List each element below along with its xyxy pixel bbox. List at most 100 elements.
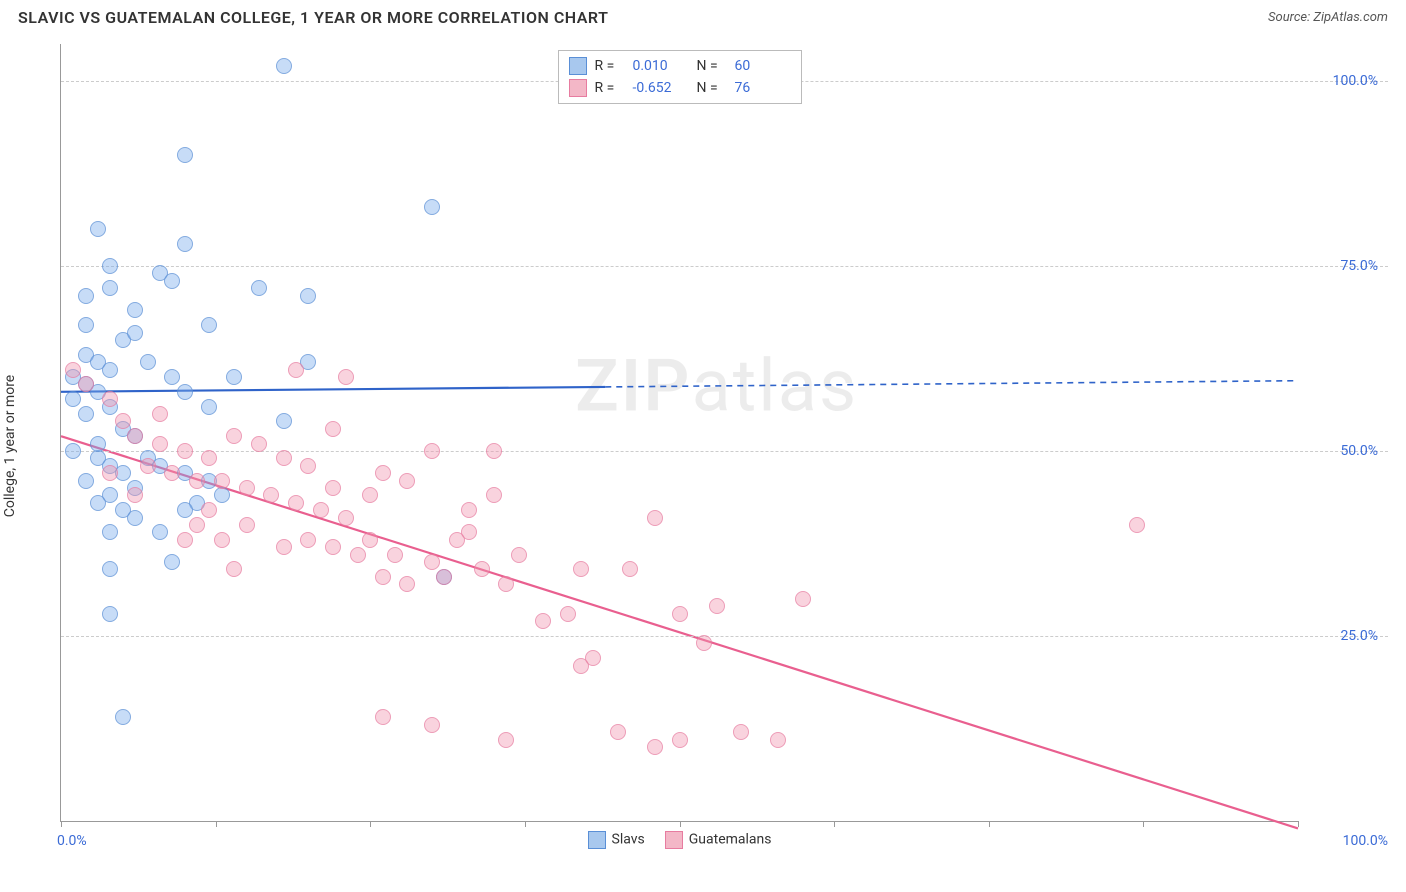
legend-correlation: R =0.010N =60R =-0.652N =76 <box>558 50 802 104</box>
data-point <box>127 510 143 526</box>
data-point <box>375 709 391 725</box>
data-point <box>102 606 118 622</box>
data-point <box>102 524 118 540</box>
legend-series: Slavs Guatemalans <box>588 831 772 849</box>
data-point <box>177 384 193 400</box>
data-point <box>573 658 589 674</box>
legend-n-value: 60 <box>735 58 791 74</box>
data-point <box>152 436 168 452</box>
legend-swatch <box>588 831 606 849</box>
y-tick-label: 100.0% <box>1333 73 1378 89</box>
data-point <box>78 376 94 392</box>
data-point <box>65 362 81 378</box>
y-axis-label: College, 1 year or more <box>2 375 18 517</box>
data-point <box>140 458 156 474</box>
data-point <box>424 199 440 215</box>
data-point <box>300 288 316 304</box>
legend-swatch <box>569 57 587 75</box>
chart-area: College, 1 year or more ZIPatlas R =0.01… <box>18 40 1388 852</box>
data-point <box>140 354 156 370</box>
data-point <box>486 487 502 503</box>
x-tick <box>216 821 217 827</box>
data-point <box>288 362 304 378</box>
legend-label: Guatemalans <box>689 832 772 848</box>
y-tick-label: 25.0% <box>1340 628 1378 644</box>
data-point <box>152 524 168 540</box>
x-tick <box>61 821 62 827</box>
data-point <box>152 406 168 422</box>
data-point <box>251 436 267 452</box>
data-point <box>226 561 242 577</box>
data-point <box>201 399 217 415</box>
data-point <box>226 428 242 444</box>
data-point <box>239 517 255 533</box>
data-point <box>164 369 180 385</box>
data-point <box>115 709 131 725</box>
data-point <box>424 717 440 733</box>
x-tick <box>525 821 526 827</box>
data-point <box>535 613 551 629</box>
data-point <box>251 280 267 296</box>
data-point <box>362 532 378 548</box>
data-point <box>300 458 316 474</box>
data-point <box>201 450 217 466</box>
data-point <box>127 325 143 341</box>
data-point <box>127 487 143 503</box>
y-tick-label: 75.0% <box>1340 258 1378 274</box>
x-tick <box>680 821 681 827</box>
data-point <box>511 547 527 563</box>
watermark: ZIPatlas <box>575 343 858 428</box>
data-point <box>436 569 452 585</box>
data-point <box>276 58 292 74</box>
x-tick <box>1298 821 1299 827</box>
data-point <box>486 443 502 459</box>
legend-item: Slavs <box>588 831 645 849</box>
data-point <box>65 391 81 407</box>
data-point <box>90 436 106 452</box>
data-point <box>300 532 316 548</box>
data-point <box>102 465 118 481</box>
data-point <box>115 413 131 429</box>
data-point <box>201 502 217 518</box>
legend-row: R = 0.010 N = 60 <box>569 55 791 77</box>
data-point <box>226 369 242 385</box>
data-point <box>276 450 292 466</box>
x-max-label: 100.0% <box>1343 833 1388 849</box>
legend-n-label: N = <box>697 58 727 74</box>
legend-r-label: R = <box>595 80 625 96</box>
grid-line <box>61 636 1388 637</box>
data-point <box>164 273 180 289</box>
data-point <box>696 635 712 651</box>
data-point <box>770 732 786 748</box>
data-point <box>288 495 304 511</box>
data-point <box>375 569 391 585</box>
data-point <box>350 547 366 563</box>
data-point <box>338 510 354 526</box>
data-point <box>622 561 638 577</box>
grid-line <box>61 266 1388 267</box>
data-point <box>325 480 341 496</box>
x-min-label: 0.0% <box>57 833 87 849</box>
legend-r-value: 0.010 <box>633 58 689 74</box>
chart-title: SLAVIC VS GUATEMALAN COLLEGE, 1 YEAR OR … <box>18 8 608 27</box>
data-point <box>177 147 193 163</box>
data-point <box>90 495 106 511</box>
x-tick <box>370 821 371 827</box>
data-point <box>102 561 118 577</box>
data-point <box>177 443 193 459</box>
data-point <box>672 732 688 748</box>
data-point <box>276 539 292 555</box>
data-point <box>672 606 688 622</box>
legend-item: Guatemalans <box>665 831 772 849</box>
y-tick-label: 50.0% <box>1340 443 1378 459</box>
legend-r-label: R = <box>595 58 625 74</box>
data-point <box>560 606 576 622</box>
data-point <box>573 561 589 577</box>
data-point <box>424 554 440 570</box>
data-point <box>90 221 106 237</box>
data-point <box>189 473 205 489</box>
data-point <box>127 302 143 318</box>
data-point <box>325 539 341 555</box>
data-point <box>214 473 230 489</box>
data-point <box>399 473 415 489</box>
